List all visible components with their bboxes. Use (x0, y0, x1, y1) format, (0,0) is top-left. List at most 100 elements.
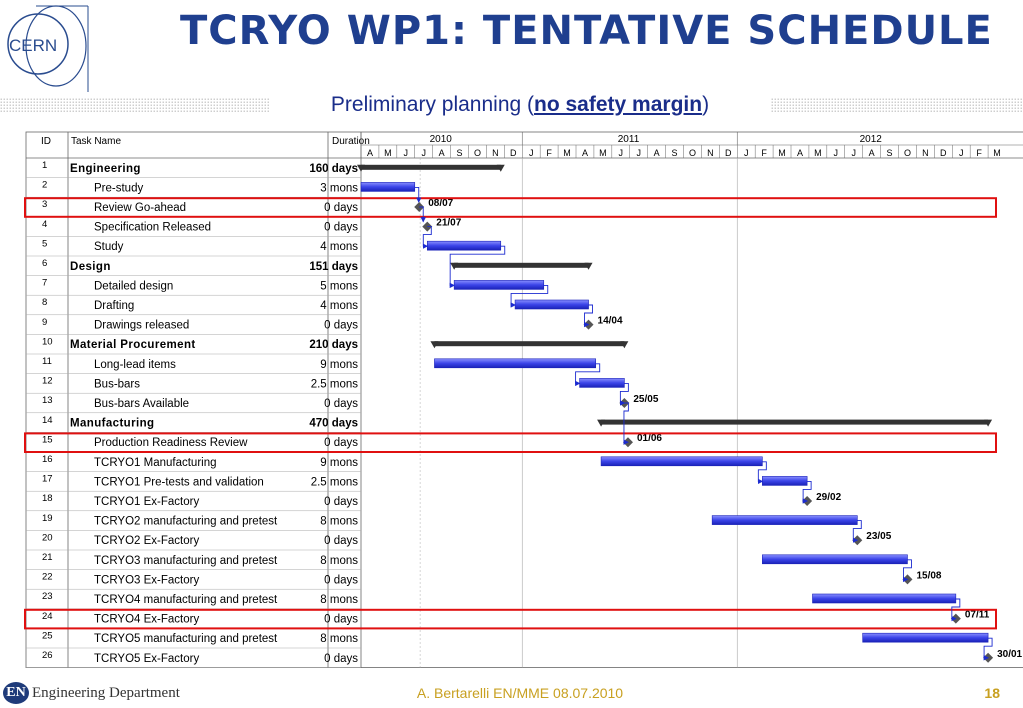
cern-logo-text: CERN (9, 36, 57, 55)
task-name: Design (70, 261, 111, 273)
dependency-link (575, 363, 601, 387)
month-label: D (725, 148, 732, 158)
task-bar (762, 476, 808, 486)
month-label: J (959, 148, 964, 158)
task-id: 15 (42, 434, 53, 445)
task-bar (711, 515, 858, 525)
month-label: S (887, 148, 893, 158)
task-name: Study (94, 241, 124, 253)
task-name: Manufacturing (70, 418, 154, 430)
dependency-link (852, 520, 862, 543)
dependency-link (449, 245, 506, 289)
summary-cap (620, 341, 629, 349)
summary-cap (496, 164, 505, 172)
month-label: N (707, 148, 714, 158)
dependency-link (902, 559, 912, 583)
task-name: TCRYO5 manufacturing and pretest (94, 633, 278, 645)
summary-cap (584, 262, 593, 270)
task-duration: 3 mons (320, 182, 358, 194)
task-duration: 470 days (309, 418, 358, 430)
task-id: 23 (42, 591, 53, 602)
task-id: 20 (42, 532, 53, 543)
month-label: F (976, 148, 982, 158)
page-number: 18 (984, 685, 1000, 701)
header-task-name: Task Name (71, 136, 121, 147)
task-duration: 0 days (324, 320, 358, 332)
dependency-link (951, 598, 961, 622)
subtitle-emphasis: no safety margin (534, 93, 703, 116)
milestone-label: 21/07 (436, 218, 461, 229)
task-bar (862, 632, 989, 643)
task-name: TCRYO2 manufacturing and pretest (94, 516, 278, 528)
dependency-link (983, 637, 993, 661)
task-name: TCRYO4 manufacturing and pretest (94, 594, 278, 606)
task-name: Review Go-ahead (94, 202, 186, 214)
month-label: J (636, 148, 641, 158)
subtitle-post: ) (702, 93, 710, 116)
task-id: 10 (42, 336, 53, 347)
subtitle-pre: Preliminary planning ( (330, 93, 535, 116)
task-duration: 4 mons (320, 241, 358, 253)
task-duration: 0 days (324, 574, 358, 586)
task-name: Drafting (94, 300, 134, 312)
task-duration: 5 mons (320, 280, 358, 292)
summary-cap (597, 419, 606, 427)
month-label: J (851, 148, 856, 158)
task-bar (426, 240, 502, 251)
summary-cap (430, 341, 439, 349)
month-label: J (421, 148, 426, 158)
task-name: TCRYO3 manufacturing and pretest (94, 555, 278, 567)
highlight-frame (24, 608, 997, 630)
task-duration: 0 days (324, 614, 358, 626)
month-label: N (922, 148, 929, 158)
task-bar (812, 593, 957, 604)
year-label: 2010 (430, 134, 453, 145)
month-label: J (834, 148, 839, 158)
task-duration: 0 days (324, 496, 358, 508)
task-name: TCRYO2 Ex-Factory (94, 535, 199, 547)
task-name: Bus-bars (94, 378, 140, 390)
month-label: O (474, 148, 481, 158)
task-name: Production Readiness Review (94, 437, 248, 449)
footer-author: A. Bertarelli EN/MME 08.07.2010 (416, 685, 624, 701)
task-id: 22 (42, 572, 53, 583)
month-label: J (404, 148, 409, 158)
milestone-label: 29/02 (816, 492, 841, 503)
task-id: 14 (42, 415, 53, 426)
summary-bar (361, 164, 501, 170)
task-name: TCRYO1 Manufacturing (94, 457, 217, 469)
task-duration: 8 mons (320, 594, 358, 606)
task-duration: 0 days (324, 398, 358, 410)
month-label: A (797, 148, 803, 158)
task-duration: 4 mons (320, 300, 358, 312)
task-duration: 2.5 mons (311, 378, 359, 390)
month-label: A (869, 148, 875, 158)
month-label: M (563, 148, 571, 158)
month-label: F (546, 148, 552, 158)
month-label: N (492, 148, 499, 158)
task-duration: 210 days (309, 339, 358, 351)
task-duration: 151 days (309, 261, 358, 273)
dependency-link (422, 226, 432, 249)
month-label: M (993, 148, 1001, 158)
month-label: M (599, 148, 607, 158)
header-id: ID (41, 136, 51, 147)
chart-frame (25, 131, 1023, 668)
milestone-label: 01/06 (637, 433, 662, 444)
cern-logo: CERN (7, 5, 89, 92)
month-label: A (439, 148, 445, 158)
task-id: 25 (42, 630, 53, 641)
dependency-link (757, 461, 767, 485)
year-label: 2011 (618, 134, 640, 145)
task-id: 2 (42, 180, 47, 191)
task-duration: 8 mons (320, 633, 358, 645)
dependency-link (623, 402, 629, 445)
milestone-label: 14/04 (598, 316, 623, 327)
task-id: 1 (42, 160, 47, 171)
task-id: 17 (42, 474, 53, 485)
task-id: 19 (42, 513, 53, 524)
month-label: M (778, 148, 786, 158)
summary-cap (450, 262, 459, 270)
task-id: 12 (42, 376, 53, 387)
milestone-label: 25/05 (633, 394, 658, 405)
